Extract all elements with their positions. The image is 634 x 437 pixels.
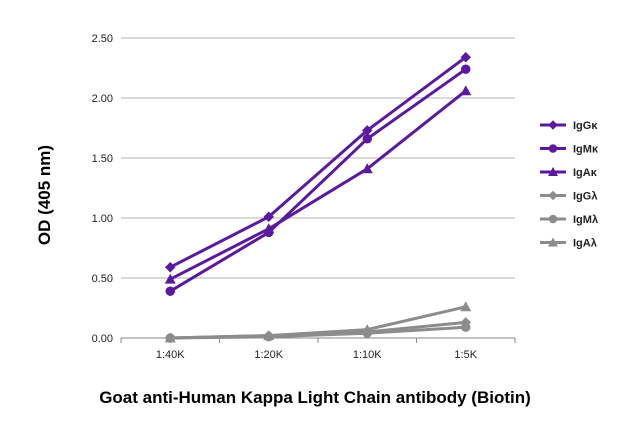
data-point — [460, 85, 472, 96]
legend-label: IgMκ — [573, 144, 599, 156]
data-point — [165, 332, 176, 344]
legend-item: IgMκ — [540, 144, 599, 156]
data-point — [362, 134, 372, 144]
data-point — [361, 163, 373, 174]
legend-item: IgGκ — [540, 120, 598, 132]
y-axis-label: OD (405 nm) — [35, 145, 54, 245]
y-tick-label: 1.50 — [92, 153, 113, 165]
legend: IgGκ IgMκ IgAκ IgGλ IgMλ IgAλ — [540, 120, 599, 250]
x-tick-label: 1:10K — [353, 349, 382, 361]
data-point — [263, 330, 274, 341]
y-tick-labels: 0.00 0.50 1.00 1.50 2.00 2.50 — [92, 33, 113, 345]
x-tick-label: 1:40K — [156, 349, 185, 361]
legend-label: IgGλ — [573, 191, 597, 203]
data-point — [164, 273, 176, 284]
gridlines — [121, 37, 515, 279]
data-point — [362, 326, 373, 338]
data-point — [165, 261, 176, 273]
legend-label: IgGκ — [573, 120, 598, 132]
series-markers — [164, 51, 472, 344]
legend-marker — [548, 237, 558, 247]
data-point — [165, 286, 175, 296]
x-tick-label: 1:20K — [254, 349, 283, 361]
legend-item: IgAλ — [540, 238, 597, 250]
series-line — [169, 55, 467, 269]
x-tick-label: 1:5K — [454, 349, 477, 361]
y-tick-label: 1.00 — [92, 213, 113, 225]
data-point — [362, 125, 373, 136]
series-lines — [169, 55, 467, 340]
series-line — [169, 89, 467, 281]
legend-item: IgGλ — [540, 191, 597, 203]
y-tick-label: 0.50 — [92, 273, 113, 285]
x-axis-label: Goat anti-Human Kappa Light Chain antibo… — [99, 388, 531, 407]
x-tick-labels: 1:40K 1:20K 1:10K 1:5K — [156, 349, 478, 361]
legend-marker — [548, 120, 558, 130]
y-tick-label: 0.00 — [92, 333, 113, 345]
data-point — [264, 227, 274, 238]
legend-marker — [548, 214, 558, 224]
legend-item: IgMλ — [540, 214, 598, 226]
legend-marker — [548, 190, 558, 201]
legend-label: IgAλ — [573, 238, 597, 250]
y-tick-label: 2.00 — [92, 93, 113, 105]
legend-marker — [548, 167, 558, 176]
data-point — [460, 301, 472, 312]
data-point — [461, 64, 471, 74]
series-line — [169, 67, 467, 293]
data-point — [460, 317, 471, 328]
legend-label: IgAκ — [573, 167, 598, 179]
legend-marker — [548, 144, 558, 153]
data-point — [263, 211, 274, 223]
legend-label: IgMλ — [573, 214, 598, 226]
data-point — [460, 51, 471, 63]
y-tick-label: 2.50 — [92, 33, 113, 45]
legend-item: IgAκ — [540, 167, 598, 179]
series-line — [170, 320, 466, 340]
